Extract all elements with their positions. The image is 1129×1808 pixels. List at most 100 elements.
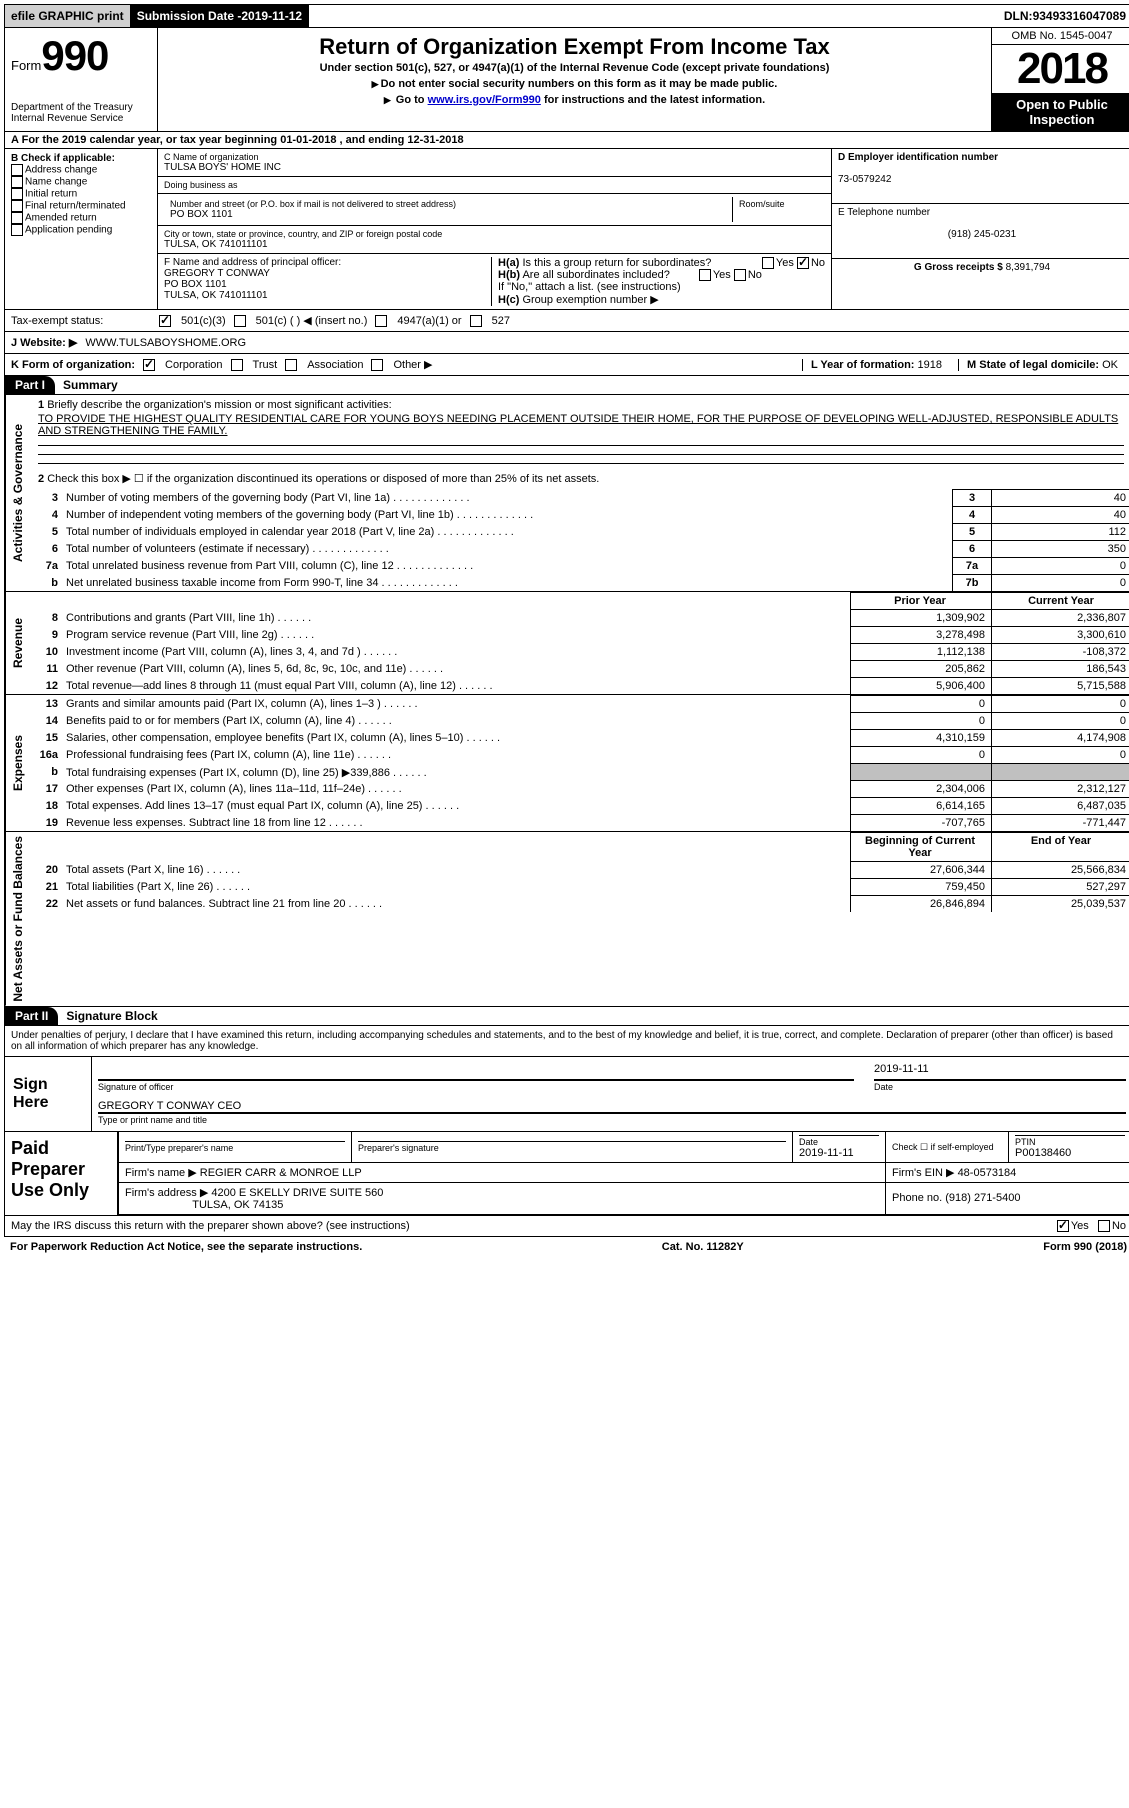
website-url: WWW.TULSABOYSHOME.ORG [85, 337, 246, 349]
section-exp: Expenses 13Grants and similar amounts pa… [4, 695, 1129, 832]
discuss-yes-icon[interactable] [1057, 1220, 1069, 1232]
address-cell: Number and street (or P.O. box if mail i… [158, 194, 831, 226]
sign-here-label: Sign Here [5, 1057, 92, 1131]
table-row: 8Contributions and grants (Part VIII, li… [30, 610, 1129, 627]
sign-block: Sign Here Signature of officer 2019-11-1… [4, 1057, 1129, 1132]
table-row: 13Grants and similar amounts paid (Part … [30, 696, 1129, 713]
gross-cell: G Gross receipts $ 8,391,794 [832, 259, 1129, 276]
check-other-icon[interactable] [371, 359, 383, 371]
check-assoc-icon[interactable] [285, 359, 297, 371]
check-name[interactable]: Name change [11, 176, 151, 188]
officer-addr: PO BOX 1101 [164, 279, 491, 290]
part1-badge: Part I [5, 376, 55, 394]
officer-label: F Name and address of principal officer: [164, 257, 491, 268]
sign-type-caption: Type or print name and title [98, 1113, 1126, 1125]
psig-label: Preparer's signature [358, 1141, 786, 1153]
note2-suffix: for instructions and the latest informat… [544, 94, 765, 106]
table-header: Beginning of Current YearEnd of Year [30, 833, 1129, 862]
ein: 73-0579242 [838, 174, 1126, 185]
opt-corp: Corporation [165, 359, 222, 371]
vlabel-net: Net Assets or Fund Balances [5, 832, 30, 1006]
check-501c-icon[interactable] [234, 315, 246, 327]
website-label: J Website: ▶ [11, 336, 77, 349]
irs-link[interactable]: www.irs.gov/Form990 [428, 94, 541, 106]
room-label: Room/suite [739, 199, 819, 209]
officer-row: F Name and address of principal officer:… [158, 254, 831, 309]
table-row: 20Total assets (Part X, line 16) . . . .… [30, 862, 1129, 879]
table-row: 17Other expenses (Part IX, column (A), l… [30, 781, 1129, 798]
ptin-label: PTIN [1015, 1135, 1125, 1147]
submission-date: Submission Date - 2019-11-12 [131, 5, 309, 27]
col-b-checks: B Check if applicable: Address change Na… [5, 149, 158, 309]
pname-label: Print/Type preparer's name [125, 1141, 345, 1153]
table-row: 18Total expenses. Add lines 13–17 (must … [30, 798, 1129, 815]
year-formation: 1918 [918, 359, 942, 371]
addr-label: Number and street (or P.O. box if mail i… [170, 199, 726, 209]
city-label: City or town, state or province, country… [164, 229, 825, 239]
check-527-icon[interactable] [470, 315, 482, 327]
open-to-public: Open to Public Inspection [992, 93, 1129, 131]
mission-label: Briefly describe the organization's miss… [47, 399, 391, 411]
header-left: Form990 Department of the Treasury Inter… [5, 28, 158, 131]
form-number: Form990 [11, 32, 151, 80]
col-c: C Name of organization TULSA BOYS' HOME … [158, 149, 831, 309]
vlabel-ag: Activities & Governance [5, 395, 30, 591]
table-row: bNet unrelated business taxable income f… [30, 575, 1129, 592]
ha-yes: Yes [776, 257, 794, 269]
check-corp-icon[interactable] [143, 359, 155, 371]
check-address[interactable]: Address change [11, 164, 151, 176]
check-amended[interactable]: Amended return [11, 212, 151, 224]
table-row: 14Benefits paid to or for members (Part … [30, 713, 1129, 730]
faddr1: 4200 E SKELLY DRIVE SUITE 560 [211, 1187, 383, 1199]
state-domicile: OK [1102, 359, 1118, 371]
gross: 8,391,794 [1006, 262, 1051, 273]
tel-label: E Telephone number [838, 207, 1126, 218]
org-name: TULSA BOYS' HOME INC [164, 162, 825, 173]
opt-501c: 501(c) ( ) ◀ (insert no.) [256, 314, 368, 327]
pdate-label: Date [799, 1135, 879, 1147]
discuss-no-icon[interactable] [1098, 1220, 1110, 1232]
website-row: J Website: ▶ WWW.TULSABOYSHOME.ORG [4, 332, 1129, 354]
tel: (918) 245-0231 [838, 229, 1126, 240]
opt-trust: Trust [253, 359, 278, 371]
efile-label[interactable]: efile GRAPHIC print [5, 5, 131, 27]
check-trust-icon[interactable] [231, 359, 243, 371]
form-header: Form990 Department of the Treasury Inter… [4, 28, 1129, 132]
mission-text: TO PROVIDE THE HIGHEST QUALITY RESIDENTI… [38, 413, 1124, 437]
check-501c3-icon[interactable] [159, 315, 171, 327]
table-row: 15Salaries, other compensation, employee… [30, 730, 1129, 747]
check-final[interactable]: Final return/terminated [11, 200, 151, 212]
dba-label: Doing business as [164, 180, 825, 190]
phone-label: Phone no. [892, 1192, 945, 1204]
check-pending[interactable]: Application pending [11, 224, 151, 236]
opt-assoc: Association [307, 359, 363, 371]
sign-date-caption: Date [874, 1080, 1126, 1092]
discuss-no: No [1112, 1220, 1126, 1232]
note2-prefix: Go to [396, 94, 428, 106]
faddr-label: Firm's address ▶ [125, 1187, 208, 1199]
discuss-text: May the IRS discuss this return with the… [11, 1220, 410, 1232]
firm-name: REGIER CARR & MONROE LLP [200, 1167, 362, 1179]
check-4947-icon[interactable] [375, 315, 387, 327]
hb-note: If "No," attach a list. (see instruction… [498, 281, 681, 293]
col-d: D Employer identification number 73-0579… [831, 149, 1129, 309]
row-a-period: A For the 2019 calendar year, or tax yea… [4, 132, 1129, 149]
addr: PO BOX 1101 [170, 209, 726, 220]
preparer-block: Paid Preparer Use Only Print/Type prepar… [4, 1132, 1129, 1216]
dln: DLN: 93493316047089 [998, 5, 1129, 27]
faddr2: TULSA, OK 74135 [192, 1199, 283, 1211]
check-initial[interactable]: Initial return [11, 188, 151, 200]
form-prefix: Form [11, 58, 41, 73]
identity-grid: B Check if applicable: Address change Na… [4, 149, 1129, 310]
part2-header: Part II Signature Block [4, 1007, 1129, 1026]
mission-rule2 [38, 454, 1124, 455]
table-row: 16aProfessional fundraising fees (Part I… [30, 747, 1129, 764]
table-row: 3Number of voting members of the governi… [30, 490, 1129, 507]
ha-no: No [811, 257, 825, 269]
section-ag: Activities & Governance 1 Briefly descri… [4, 395, 1129, 592]
preparer-label: Paid Preparer Use Only [5, 1132, 118, 1215]
table-row: 19Revenue less expenses. Subtract line 1… [30, 815, 1129, 832]
ag-table: 3Number of voting members of the governi… [30, 489, 1129, 591]
officer-city: TULSA, OK 741011101 [164, 290, 491, 301]
tel-cell: E Telephone number (918) 245-0231 [832, 204, 1129, 259]
